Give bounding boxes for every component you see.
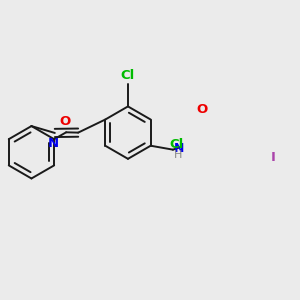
Text: H: H [174,150,182,160]
Text: Cl: Cl [121,69,135,82]
Text: O: O [196,103,207,116]
Text: N: N [174,142,184,155]
Text: Cl: Cl [169,138,184,151]
Text: O: O [59,115,70,128]
Text: I: I [270,151,275,164]
Text: N: N [48,137,59,150]
